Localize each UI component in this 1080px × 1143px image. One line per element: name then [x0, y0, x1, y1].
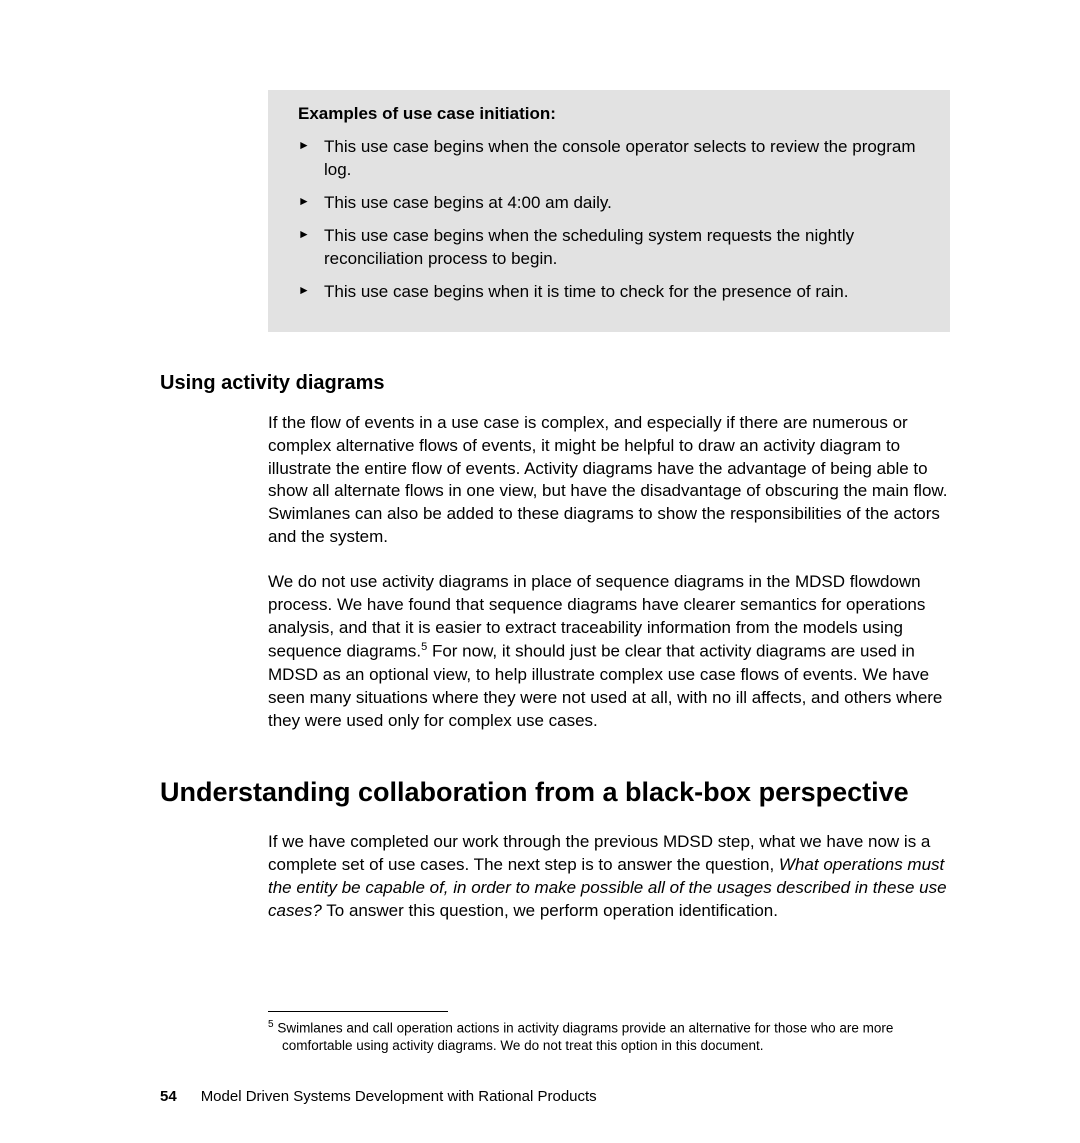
- body-paragraph: We do not use activity diagrams in place…: [268, 571, 950, 732]
- callout-item: This use case begins when it is time to …: [298, 281, 920, 304]
- body-paragraph: If we have completed our work through th…: [268, 831, 950, 923]
- subheading: Using activity diagrams: [160, 372, 950, 395]
- callout-title: Examples of use case initiation:: [298, 104, 920, 124]
- footer-title: Model Driven Systems Development with Ra…: [201, 1088, 597, 1105]
- document-page: Examples of use case initiation: This us…: [0, 0, 1080, 1143]
- footnote-rule: [268, 1011, 448, 1012]
- footnote: 5 Swimlanes and call operation actions i…: [268, 1018, 950, 1055]
- page-number: 54: [160, 1088, 177, 1105]
- callout-item: This use case begins when the console op…: [298, 136, 920, 182]
- callout-list: This use case begins when the console op…: [298, 136, 920, 304]
- callout-item: This use case begins when the scheduling…: [298, 225, 920, 271]
- paragraph-text: To answer this question, we perform oper…: [322, 901, 778, 920]
- callout-item: This use case begins at 4:00 am daily.: [298, 192, 920, 215]
- callout-box: Examples of use case initiation: This us…: [268, 90, 950, 332]
- section-heading: Understanding collaboration from a black…: [160, 776, 950, 808]
- footnote-text: Swimlanes and call operation actions in …: [274, 1021, 894, 1054]
- footnote-area: 5 Swimlanes and call operation actions i…: [268, 1011, 950, 1055]
- page-footer: 54 Model Driven Systems Development with …: [160, 1088, 597, 1105]
- body-paragraph: If the flow of events in a use case is c…: [268, 412, 950, 550]
